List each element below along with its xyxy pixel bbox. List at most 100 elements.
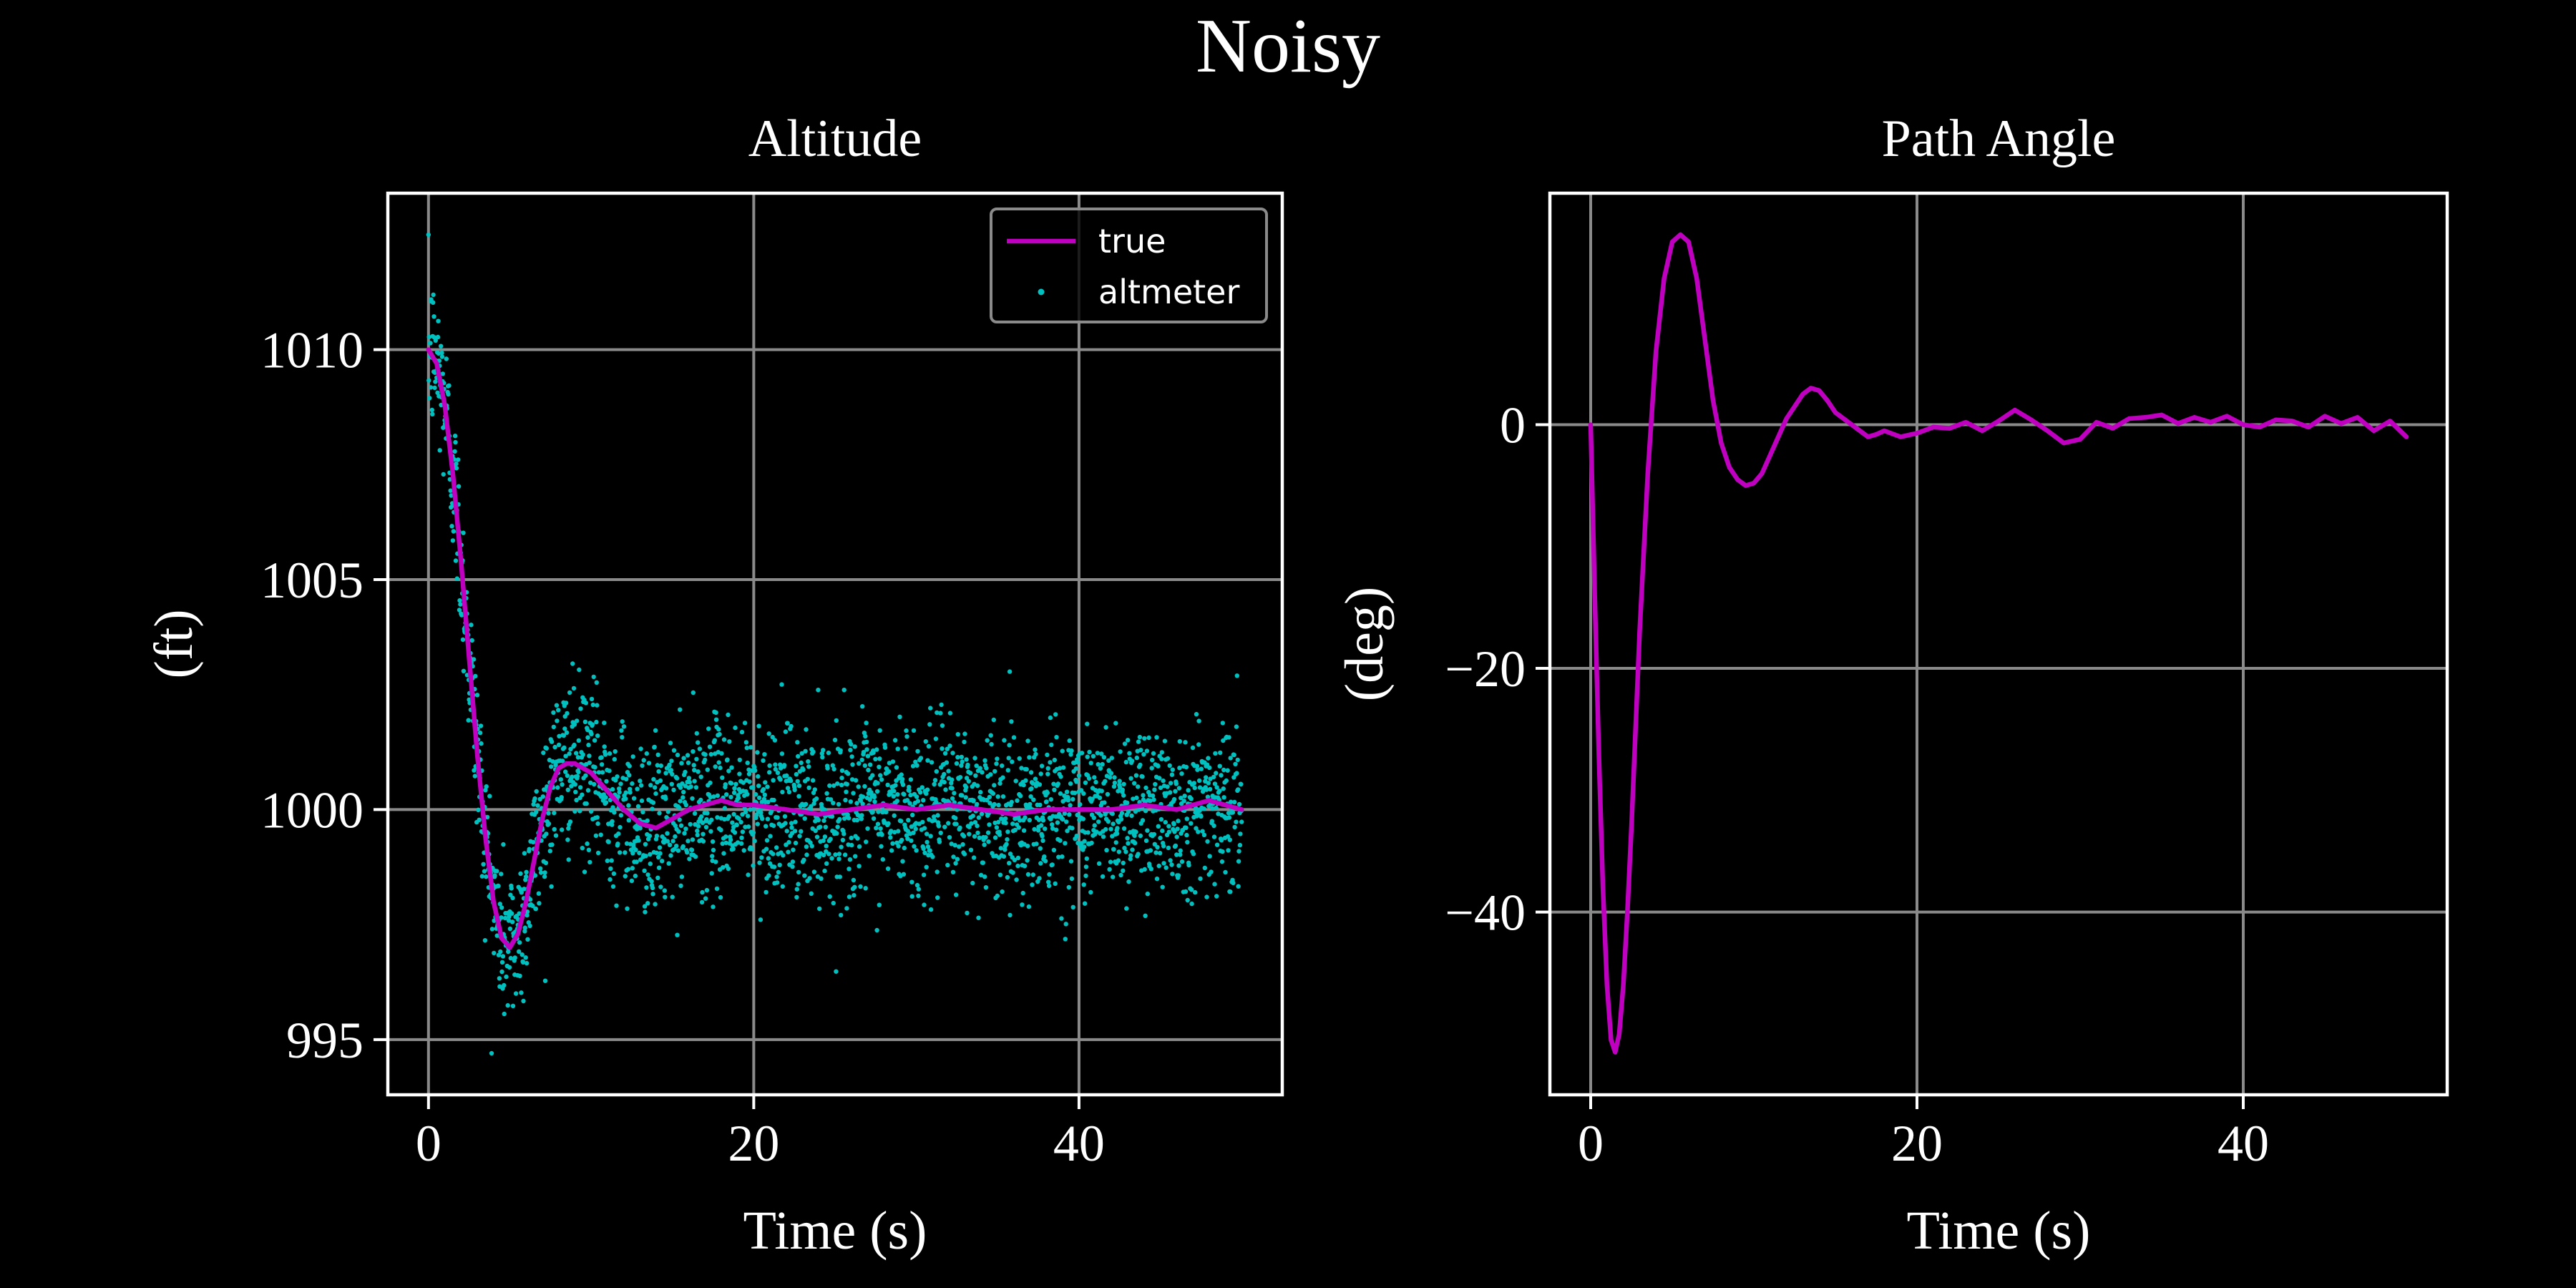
- altmeter-point: [844, 906, 849, 911]
- altmeter-point: [1026, 904, 1032, 909]
- altmeter-point: [848, 747, 853, 753]
- altmeter-point: [928, 907, 934, 912]
- altmeter-point: [740, 811, 745, 817]
- altmeter-point: [1046, 883, 1052, 889]
- altmeter-point: [824, 844, 829, 849]
- altmeter-point: [587, 859, 592, 865]
- altmeter-point: [572, 809, 577, 814]
- altmeter-point: [908, 792, 913, 798]
- altmeter-point: [1067, 812, 1072, 817]
- altmeter-point: [716, 760, 721, 765]
- altmeter-point: [803, 801, 809, 807]
- altmeter-point: [598, 832, 603, 837]
- altmeter-point: [1042, 854, 1047, 859]
- altmeter-point: [1136, 739, 1141, 744]
- altmeter-point: [904, 798, 910, 803]
- altmeter-point: [878, 826, 883, 831]
- altmeter-point: [478, 723, 484, 728]
- altmeter-point: [1043, 859, 1048, 864]
- altmeter-point: [1025, 858, 1030, 863]
- altmeter-point: [763, 824, 769, 829]
- altmeter-point: [552, 826, 557, 832]
- altmeter-point: [1015, 798, 1020, 804]
- altmeter-point: [583, 773, 588, 779]
- altmeter-point: [1102, 800, 1107, 805]
- altmeter-point: [519, 952, 525, 957]
- altmeter-point: [1174, 781, 1179, 786]
- altmeter-point: [1195, 767, 1200, 772]
- altmeter-point: [602, 721, 607, 726]
- altmeter-point: [1128, 857, 1133, 862]
- altmeter-point: [538, 870, 544, 875]
- altmeter-point: [554, 703, 560, 708]
- altmeter-point: [494, 869, 499, 874]
- altmeter-point: [943, 787, 948, 792]
- altmeter-point: [680, 781, 685, 786]
- altmeter-point: [1045, 752, 1050, 758]
- altmeter-point: [712, 738, 717, 743]
- altmeter-point: [668, 768, 674, 773]
- altmeter-point: [829, 856, 834, 861]
- altmeter-point: [662, 836, 667, 841]
- altmeter-point: [562, 726, 567, 731]
- altmeter-point: [1113, 721, 1118, 726]
- altmeter-point: [976, 915, 981, 920]
- altmeter-point: [1021, 828, 1027, 833]
- altmeter-point: [595, 815, 600, 820]
- y-tick-label: 995: [286, 1012, 364, 1069]
- altmeter-point: [703, 824, 709, 830]
- altmeter-point: [821, 748, 826, 753]
- altmeter-point: [763, 847, 769, 852]
- altmeter-point: [1123, 759, 1129, 765]
- altmeter-point: [654, 850, 659, 856]
- altmeter-point: [675, 932, 680, 937]
- altmeter-point: [1206, 756, 1211, 761]
- altmeter-point: [1166, 824, 1171, 829]
- altmeter-point: [759, 855, 764, 860]
- altmeter-point: [1065, 829, 1070, 834]
- altmeter-point: [1082, 844, 1087, 849]
- altmeter-point: [1130, 847, 1135, 852]
- altmeter-point: [726, 712, 731, 718]
- altmeter-point: [518, 871, 523, 877]
- altmeter-point: [859, 813, 864, 818]
- altmeter-point: [499, 960, 505, 965]
- altmeter-point: [904, 734, 909, 739]
- altmeter-point: [959, 763, 964, 769]
- altmeter-point: [900, 782, 906, 787]
- altmeter-point: [1002, 738, 1007, 743]
- altmeter-point: [847, 894, 852, 899]
- altmeter-point: [426, 334, 431, 340]
- altmeter-point: [766, 799, 771, 805]
- altmeter-point: [620, 735, 625, 740]
- altmeter-point: [1010, 759, 1015, 764]
- altmeter-point: [987, 801, 992, 806]
- altmeter-point: [756, 795, 762, 801]
- altmeter-point: [1065, 798, 1071, 803]
- altmeter-point: [909, 879, 914, 884]
- altmeter-point: [544, 746, 549, 751]
- altmeter-point: [636, 838, 641, 843]
- altmeter-point: [997, 832, 1002, 837]
- altmeter-point: [560, 782, 565, 787]
- altmeter-point: [893, 783, 898, 788]
- altmeter-point: [907, 801, 912, 806]
- altmeter-point: [1189, 887, 1194, 892]
- altmeter-point: [1060, 765, 1066, 770]
- altmeter-point: [577, 809, 582, 814]
- altmeter-point: [995, 794, 1000, 799]
- altmeter-point: [497, 902, 502, 907]
- altmeter-point: [726, 769, 731, 774]
- altmeter-point: [522, 887, 527, 892]
- altmeter-point: [592, 765, 597, 770]
- altmeter-point: [793, 840, 799, 846]
- altmeter-point: [1157, 776, 1162, 781]
- altmeter-point: [663, 771, 668, 776]
- altmeter-point: [691, 749, 696, 754]
- altmeter-point: [736, 816, 741, 821]
- altmeter-point: [865, 826, 870, 831]
- altmeter-point: [711, 794, 716, 799]
- altmeter-point: [1125, 800, 1130, 806]
- altmeter-point: [492, 950, 497, 956]
- altmeter-point: [574, 751, 579, 756]
